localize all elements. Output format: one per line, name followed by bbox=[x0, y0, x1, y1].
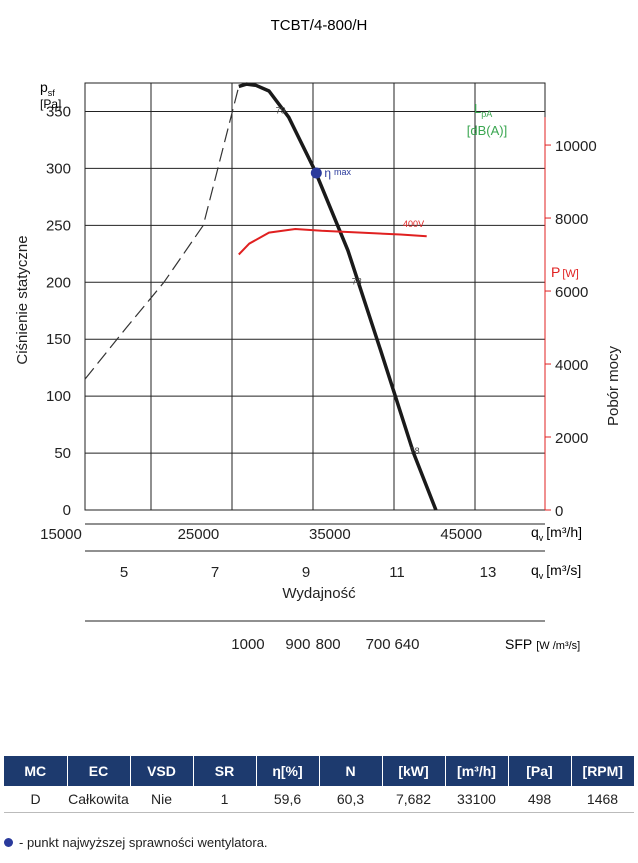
x-tick-label-m3s: 7 bbox=[211, 564, 219, 581]
x-tick-label-m3s: 11 bbox=[389, 564, 405, 581]
footnote-text: - punkt najwyższej sprawności wentylator… bbox=[19, 835, 268, 850]
specs-header-cell: VSD bbox=[130, 756, 194, 786]
eta-max-point bbox=[310, 167, 322, 179]
y-tick-label: 0 bbox=[63, 502, 71, 519]
x-tick-label-m3h: 35000 bbox=[309, 526, 351, 543]
y-tick-label: 150 bbox=[46, 331, 71, 348]
eta-max-label: η max bbox=[324, 166, 351, 180]
x-tick-label-m3h: 15000 bbox=[40, 526, 82, 543]
fan-performance-chart: TCBT/4-800/H 0 50 100 150 200 250 300 350 0 2000… bbox=[14, 17, 622, 653]
y2-axis-title: Pobór mocy bbox=[605, 345, 622, 426]
sfp-axis-ticks: 1000 900 800 700 640 bbox=[231, 636, 419, 653]
y2-tick-label: 0 bbox=[555, 503, 563, 520]
y2-tick-label: 6000 bbox=[555, 284, 588, 301]
sfp-label: SFP [W /m³/s] bbox=[505, 636, 580, 652]
lpa-symbol: LpA bbox=[474, 101, 492, 119]
sfp-tick-label: 800 bbox=[316, 636, 341, 653]
sfp-tick-label: 700 bbox=[366, 636, 391, 653]
y-axis-ticks: 0 50 100 150 200 250 300 350 bbox=[46, 103, 71, 519]
specs-header-cell: SR bbox=[193, 756, 257, 786]
y-axis-symbol: psf bbox=[40, 79, 55, 98]
eta-max-dot-icon bbox=[4, 838, 13, 847]
y2-tick-label: 8000 bbox=[555, 211, 588, 228]
y-axis-unit: [Pa] bbox=[40, 97, 61, 111]
y-axis-title: Ciśnienie statyczne bbox=[14, 235, 31, 364]
specs-body: D Całkowita Nie 1 59,6 60,3 7,682 33100 498 1468 bbox=[4, 786, 634, 813]
x-axis-unit-m3s: qv [m³/s] bbox=[531, 562, 581, 581]
x-tick-label-m3h: 25000 bbox=[178, 526, 220, 543]
y-tick-label: 250 bbox=[46, 217, 71, 234]
y-tick-label: 300 bbox=[46, 160, 71, 177]
specs-header-cell: [kW] bbox=[382, 756, 446, 786]
x-tick-label-m3s: 9 bbox=[302, 564, 310, 581]
sfp-tick-label: 1000 bbox=[231, 636, 264, 653]
y2-axis-ticks: 0 2000 4000 6000 8000 10000 bbox=[544, 117, 597, 520]
y-tick-label: 200 bbox=[46, 274, 71, 291]
specs-cell: D bbox=[4, 786, 67, 813]
series-line-unstable bbox=[84, 86, 240, 380]
x-axis-ticks-m3s: 5 7 9 11 13 bbox=[85, 550, 545, 581]
footnote: - punkt najwyższej sprawności wentylator… bbox=[4, 835, 268, 850]
specs-cell: 7,682 bbox=[382, 786, 445, 813]
y-tick-label: 100 bbox=[46, 388, 71, 405]
x-axis-unit-m3h: qv [m³/h] bbox=[531, 524, 582, 543]
specs-cell: 1468 bbox=[571, 786, 634, 813]
series-line-pressure bbox=[238, 82, 438, 511]
specs-row: D Całkowita Nie 1 59,6 60,3 7,682 33100 498 1468 bbox=[4, 786, 634, 813]
specs-header-cell: N bbox=[319, 756, 383, 786]
noise-level-label: 78 bbox=[352, 277, 362, 287]
chart-grid bbox=[85, 83, 545, 510]
x-axis-title: Wydajność bbox=[282, 585, 356, 602]
y2-axis-symbol: P [W] bbox=[551, 264, 579, 280]
power-curve-label: 400V bbox=[403, 219, 424, 229]
y2-tick-label: 10000 bbox=[555, 138, 597, 155]
sfp-tick-label: 900 bbox=[285, 636, 310, 653]
specs-header-cell: [RPM] bbox=[571, 756, 634, 786]
y2-tick-label: 4000 bbox=[555, 357, 588, 374]
x-tick-label-m3s: 13 bbox=[480, 564, 497, 581]
curve-labels: η max 79 78 78 400V bbox=[276, 106, 425, 456]
specs-cell: 498 bbox=[508, 786, 571, 813]
specs-header-cell: [Pa] bbox=[508, 756, 572, 786]
specs-table: MC EC VSD SR η[%] N [kW] [m³/h] [Pa] [RPM] D Całko… bbox=[4, 756, 634, 813]
sfp-tick-label: 640 bbox=[394, 636, 419, 653]
plot-frame bbox=[84, 82, 546, 511]
x-axis-ticks-m3h: 15000 25000 35000 45000 bbox=[40, 523, 545, 543]
y-tick-label: 350 bbox=[46, 103, 71, 120]
y2-tick-label: 2000 bbox=[555, 430, 588, 447]
specs-cell: Nie bbox=[130, 786, 193, 813]
series-group bbox=[84, 82, 438, 511]
specs-header-cell: [m³/h] bbox=[445, 756, 509, 786]
lpa-unit: [dB(A)] bbox=[467, 123, 507, 138]
specs-header-row: MC EC VSD SR η[%] N [kW] [m³/h] [Pa] [RPM] bbox=[4, 756, 634, 786]
specs-header-cell: EC bbox=[67, 756, 131, 786]
chart-title: TCBT/4-800/H bbox=[271, 17, 368, 34]
y-tick-label: 50 bbox=[54, 445, 71, 462]
specs-header-cell: MC bbox=[4, 756, 68, 786]
x-tick-label-m3s: 5 bbox=[120, 564, 128, 581]
specs-cell: 60,3 bbox=[319, 786, 382, 813]
specs-cell: 59,6 bbox=[256, 786, 319, 813]
specs-cell: 1 bbox=[193, 786, 256, 813]
noise-level-label: 79 bbox=[276, 106, 286, 116]
specs-header-cell: η[%] bbox=[256, 756, 320, 786]
x-tick-label-m3h: 45000 bbox=[440, 526, 482, 543]
series-line-power-400V bbox=[238, 227, 427, 256]
specs-cell: 33100 bbox=[445, 786, 508, 813]
noise-level-label: 78 bbox=[410, 446, 420, 456]
specs-cell: Całkowita bbox=[67, 786, 130, 813]
